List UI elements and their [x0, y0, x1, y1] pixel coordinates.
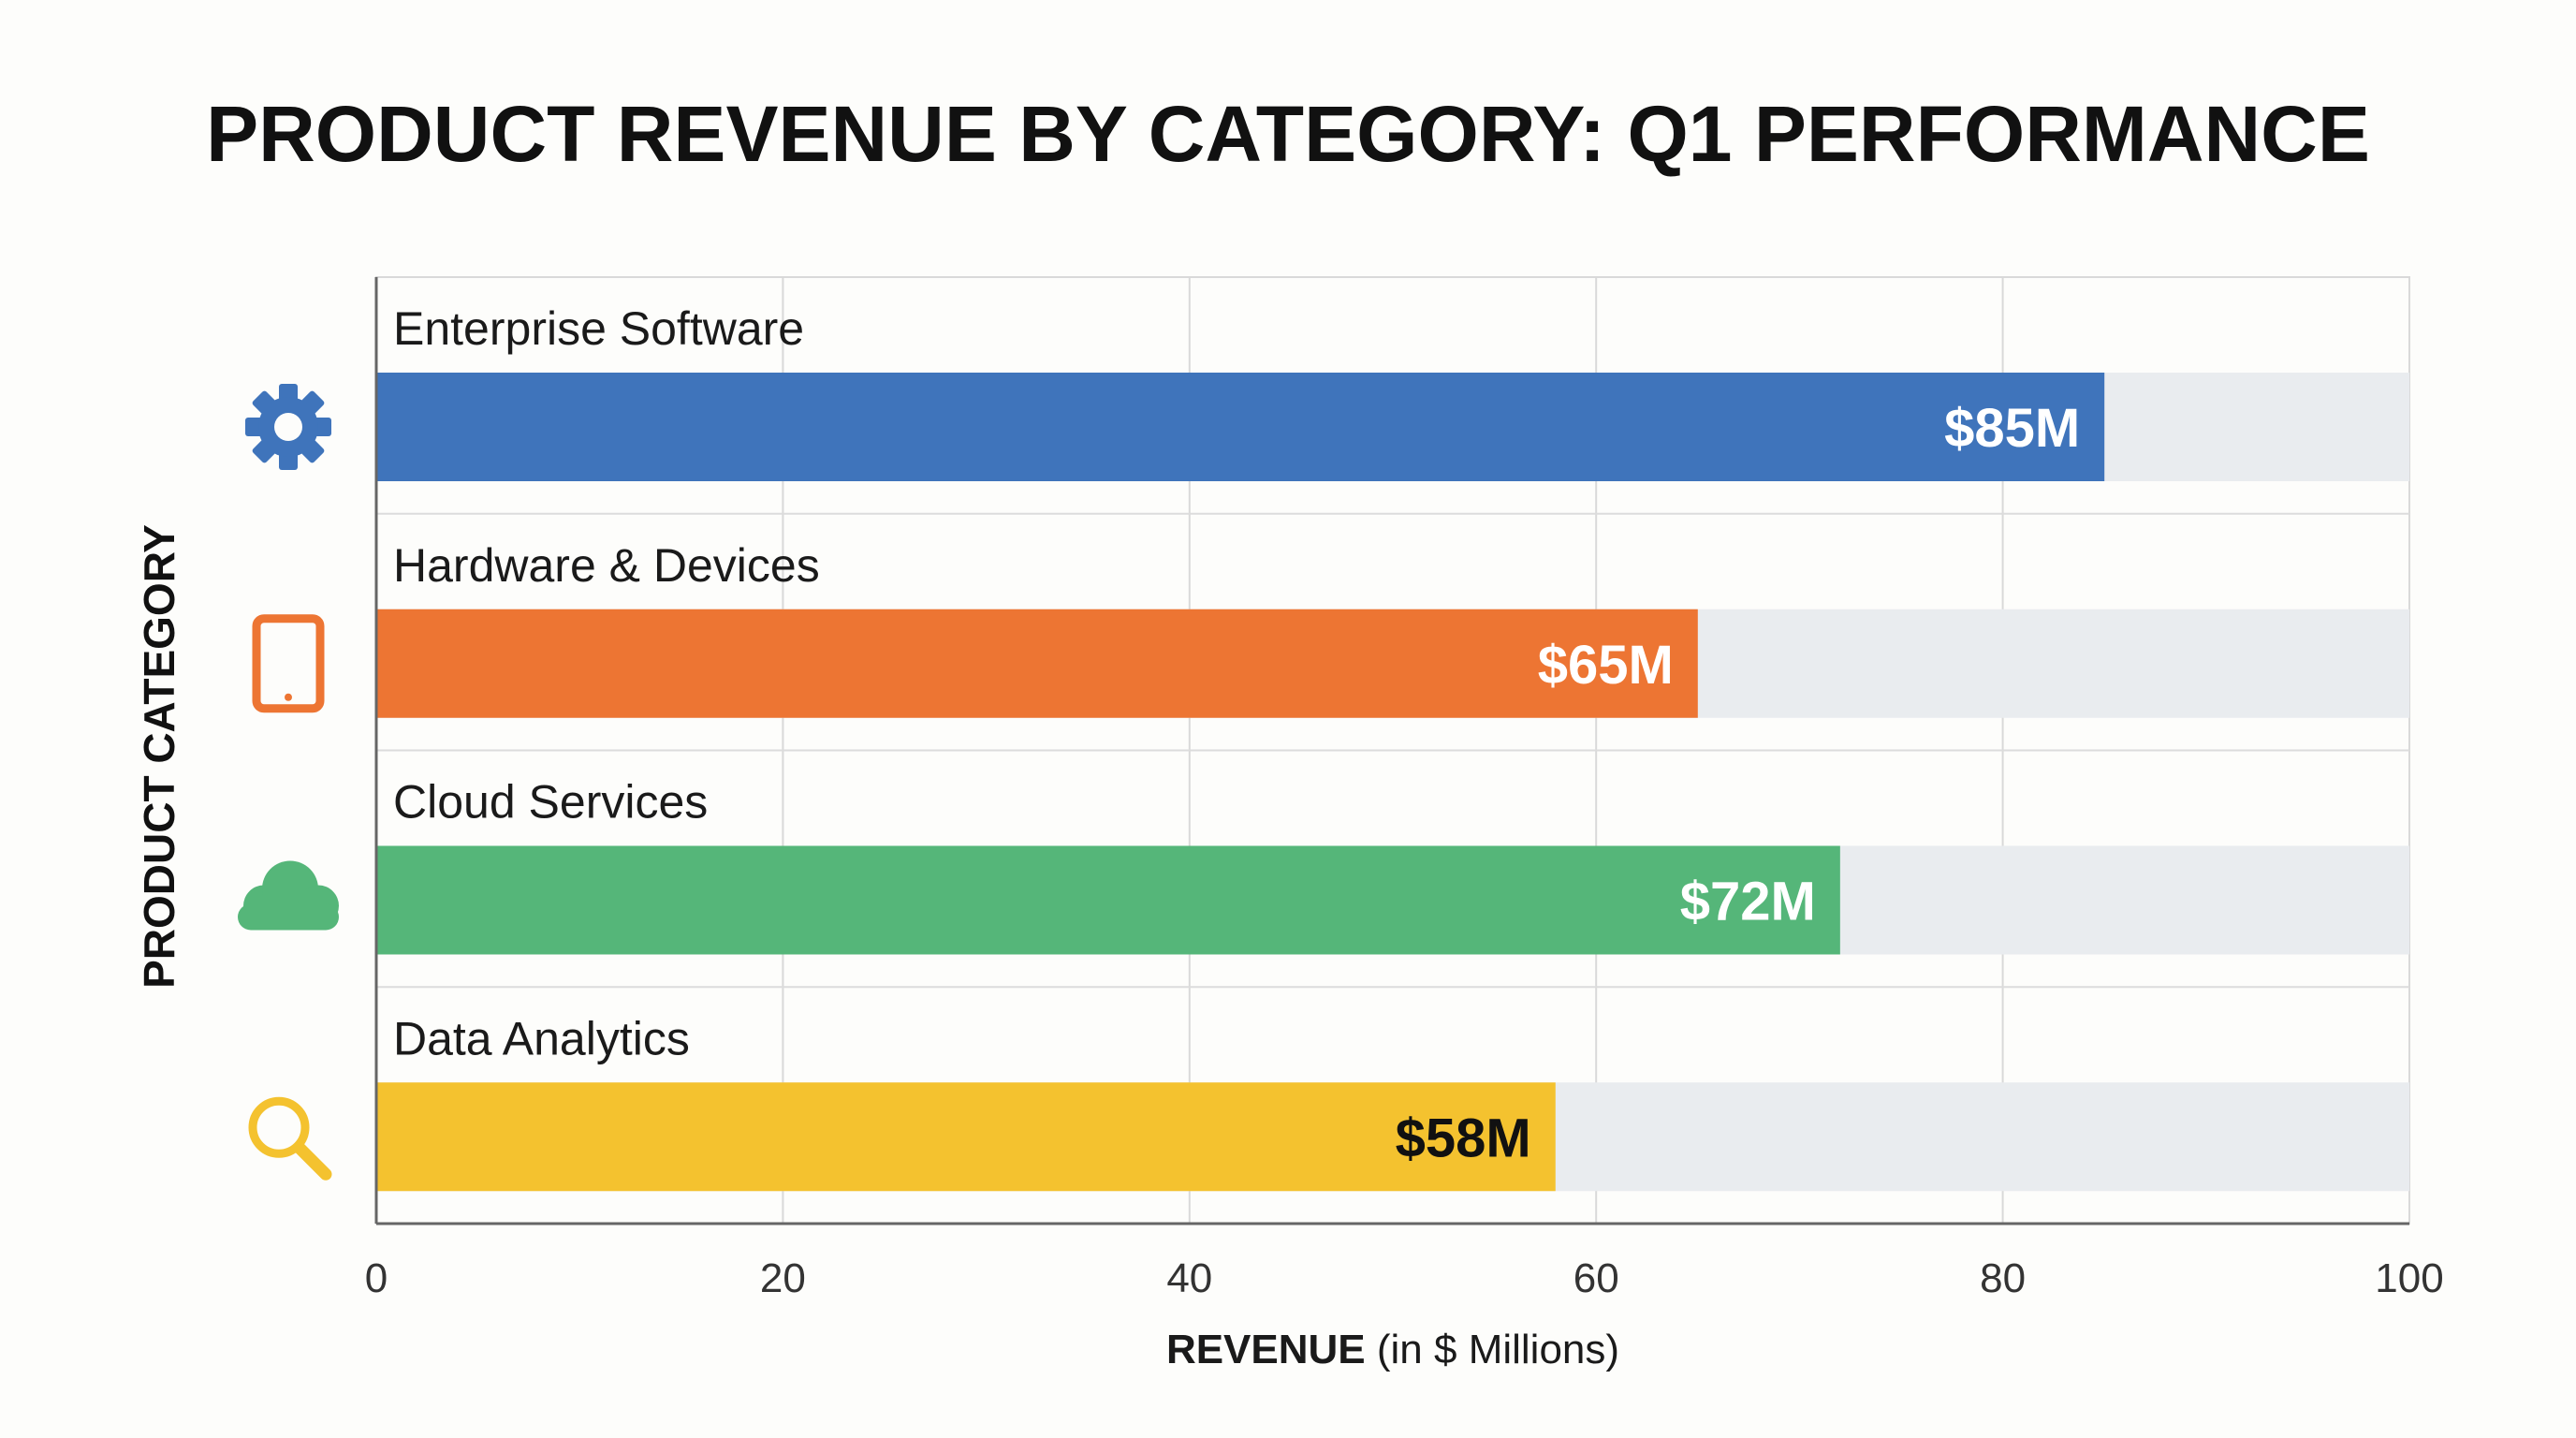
x-tick-label-0: 0 [365, 1255, 388, 1301]
magnifier-icon [248, 1096, 332, 1181]
bars: Enterprise Software $85M Hardware & Device… [376, 302, 2409, 1192]
x-tick-label-20: 20 [760, 1255, 806, 1301]
category-label-4: Data Analytics [393, 1012, 690, 1064]
chart-title: PRODUCT REVENUE BY CATEGORY: Q1 PERFORMA… [206, 90, 2370, 178]
x-axis-title-rest: (in $ Millions) [1366, 1327, 1619, 1372]
x-tick-label-80: 80 [1980, 1255, 2026, 1301]
category-label-1: Enterprise Software [393, 302, 804, 355]
bar-3 [376, 845, 1840, 955]
category-icons [238, 384, 339, 1181]
gear-icon [245, 384, 331, 470]
value-label-4: $58M [1396, 1108, 1531, 1168]
bar-4 [376, 1082, 1556, 1192]
x-tick-label-40: 40 [1166, 1255, 1212, 1301]
gear-hole [274, 413, 302, 441]
value-label-2: $65M [1538, 635, 1674, 696]
x-tick-labels: 0 20 40 60 80 100 [365, 1255, 2444, 1301]
tablet-icon [252, 614, 325, 713]
cloud-base [238, 903, 339, 931]
cloud-icon [238, 860, 339, 931]
x-tick-label-60: 60 [1573, 1255, 1619, 1301]
category-label-3: Cloud Services [393, 776, 708, 829]
bar-group-1: Enterprise Software $85M [376, 302, 2409, 481]
bar-group-3: Cloud Services $72M [376, 776, 2409, 955]
bar-1 [376, 373, 2105, 481]
x-tick-label-100: 100 [2375, 1255, 2443, 1301]
axes [374, 277, 2409, 1225]
x-axis-title: REVENUE (in $ Millions) [1166, 1327, 1619, 1372]
magnifier-lens [248, 1096, 310, 1158]
value-label-1: $85M [1944, 398, 2080, 459]
tablet-button [285, 693, 292, 701]
category-label-2: Hardware & Devices [393, 539, 820, 592]
value-label-3: $72M [1680, 872, 1816, 932]
bar-group-2: Hardware & Devices $65M [376, 539, 2409, 718]
magnifier-handle [293, 1141, 332, 1181]
bar-group-4: Data Analytics $58M [376, 1012, 2409, 1192]
x-axis-title-bold: REVENUE [1166, 1327, 1366, 1372]
bar-2 [376, 609, 1698, 718]
tablet-frame [252, 614, 325, 713]
y-axis-title: PRODUCT CATEGORY [135, 524, 183, 989]
